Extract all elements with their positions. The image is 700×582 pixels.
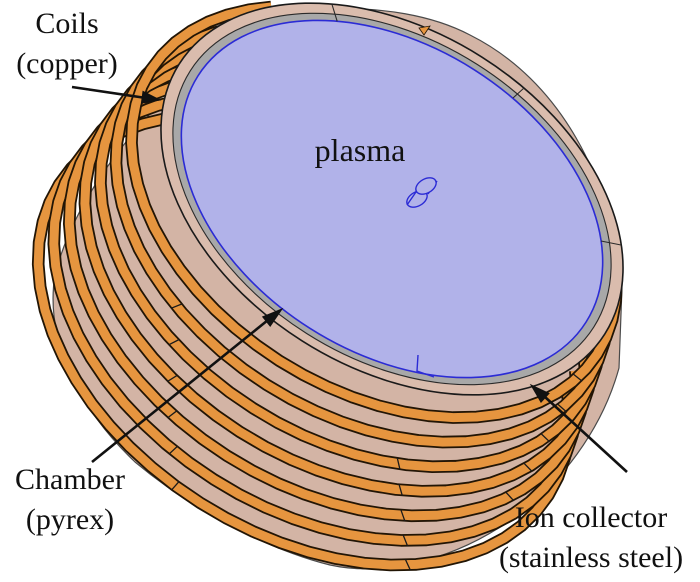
probe-top-face <box>415 177 437 195</box>
coil-band <box>127 2 621 423</box>
rim-facet-seam <box>600 240 622 246</box>
coil-facet-tick <box>402 534 409 547</box>
rim-facet-seam <box>512 87 525 99</box>
plasma-disc <box>180 19 604 379</box>
ion-collector-arrow-head <box>529 383 550 404</box>
label-chamber-line1: Chamber <box>15 463 125 496</box>
coil-facet-tick <box>556 403 567 413</box>
coil-facet-tick <box>166 374 178 383</box>
coil-facet-tick <box>404 559 411 571</box>
chamber-arrow-head <box>261 307 284 328</box>
coil-facet-tick <box>540 433 551 443</box>
coil-facet-tick <box>168 445 179 455</box>
coil-facet-tick <box>168 338 180 346</box>
label-coils: Coils (copper) <box>2 4 132 84</box>
chamber-arrow-line <box>91 318 269 464</box>
probe-cylinder <box>406 177 438 208</box>
rim-facet-seam <box>331 3 338 22</box>
ion-collector-arrow-line <box>544 396 628 473</box>
coil-facet-tick <box>396 457 401 470</box>
coil-facet-tick <box>167 410 178 419</box>
label-coils-line2: (copper) <box>16 47 118 80</box>
label-coils-line1: Coils <box>35 7 99 40</box>
label-ion-collector-line1: Ion collector <box>514 501 668 534</box>
coil-facet-tick <box>523 462 533 472</box>
label-chamber: Chamber (pyrex) <box>2 460 138 540</box>
coil-facet-tick <box>398 484 403 496</box>
annotation-arrows <box>71 85 628 473</box>
coil-facet-tick <box>170 303 183 309</box>
coils-group <box>31 0 623 572</box>
coil-facet-tick <box>400 509 406 522</box>
coils-arrow-line <box>71 85 147 100</box>
probe-side-edge <box>406 191 417 206</box>
coil-facet-tick <box>505 491 515 502</box>
coil-tip <box>418 25 431 36</box>
label-ion-collector-line2: (stainless steel) <box>498 541 684 574</box>
coils-arrow-head <box>140 90 162 104</box>
label-plasma-text: plasma <box>314 132 406 168</box>
coil-facet-tick <box>572 373 583 382</box>
plasma-notch <box>416 354 435 378</box>
label-chamber-line2: (pyrex) <box>25 503 115 536</box>
label-plasma: plasma <box>285 130 435 170</box>
coil-facet-tick <box>170 480 180 491</box>
label-ion-collector: Ion collector (stainless steel) <box>452 498 700 578</box>
